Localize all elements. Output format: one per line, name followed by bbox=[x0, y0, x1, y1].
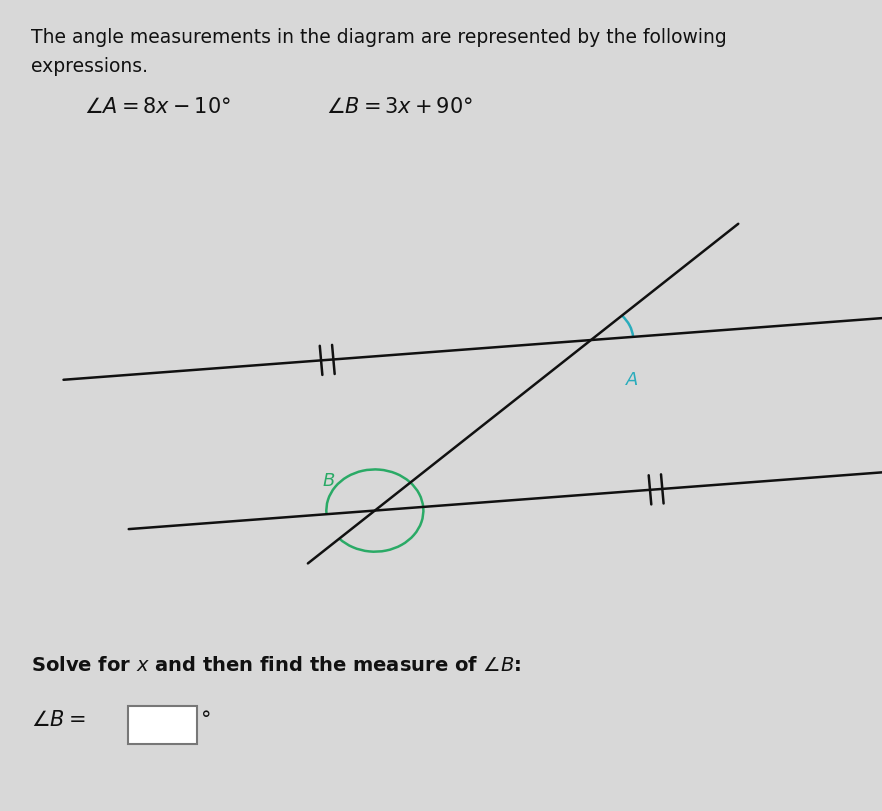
Text: $\angle B =$: $\angle B =$ bbox=[31, 709, 86, 729]
FancyBboxPatch shape bbox=[128, 706, 197, 744]
Text: A: A bbox=[626, 371, 639, 388]
Text: The angle measurements in the diagram are represented by the following: The angle measurements in the diagram ar… bbox=[31, 28, 727, 47]
Text: $\angle B = 3x + 90°$: $\angle B = 3x + 90°$ bbox=[326, 97, 474, 118]
Text: expressions.: expressions. bbox=[31, 57, 148, 75]
Text: $\angle A = 8x - 10°$: $\angle A = 8x - 10°$ bbox=[84, 97, 231, 118]
Text: B: B bbox=[323, 471, 335, 489]
Text: Solve for $x$ and then find the measure of $\angle B$:: Solve for $x$ and then find the measure … bbox=[31, 655, 521, 674]
Text: °: ° bbox=[201, 709, 212, 729]
